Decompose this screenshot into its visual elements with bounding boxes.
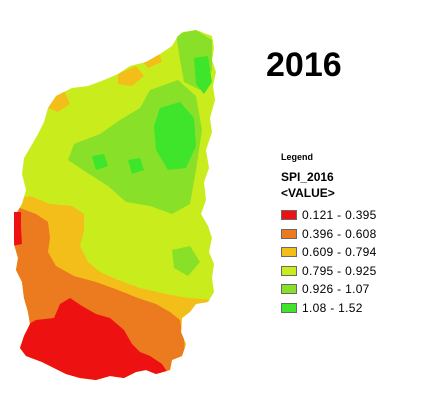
legend-item-label: 0.396 - 0.608: [302, 226, 377, 241]
west-edge-red: [14, 212, 21, 242]
legend-swatch: [281, 228, 297, 239]
legend-item-label: 0.795 - 0.925: [302, 263, 377, 278]
legend-layer-name: SPI_2016: [281, 170, 334, 184]
legend-item: 0.121 - 0.395: [281, 206, 377, 225]
legend-field-name: <VALUE>: [281, 186, 335, 200]
legend-swatch: [281, 284, 297, 295]
zone-108-152: [128, 158, 144, 174]
legend-item-label: 1.08 - 1.52: [302, 300, 363, 315]
legend-item: 1.08 - 1.52: [281, 299, 377, 318]
legend-item-label: 0.121 - 0.395: [302, 208, 377, 223]
zone-108-152: [154, 102, 196, 170]
legend-item: 0.795 - 0.925: [281, 262, 377, 281]
map-legend: Legend SPI_2016 <VALUE> 0.121 - 0.395 0.3…: [281, 152, 377, 317]
legend-item-label: 0.609 - 0.794: [302, 245, 377, 260]
legend-item: 0.609 - 0.794: [281, 243, 377, 262]
zone-108-152: [194, 56, 212, 94]
legend-heading: Legend: [281, 152, 314, 162]
zone-0121-0395: [14, 298, 170, 380]
zone-0609-0794: [118, 66, 144, 86]
legend-swatch: [281, 247, 297, 258]
legend-swatch: [281, 210, 297, 221]
legend-swatch: [281, 265, 297, 276]
legend-item: 0.396 - 0.608: [281, 225, 377, 244]
legend-item: 0.926 - 1.07: [281, 280, 377, 299]
map-year-title: 2016: [266, 46, 342, 84]
legend-swatch: [281, 302, 297, 313]
zone-108-152: [92, 154, 108, 170]
zone-0926-107: [172, 246, 200, 276]
legend-items: 0.121 - 0.395 0.396 - 0.608 0.609 - 0.794 0…: [281, 206, 377, 317]
legend-item-label: 0.926 - 1.07: [302, 282, 370, 297]
